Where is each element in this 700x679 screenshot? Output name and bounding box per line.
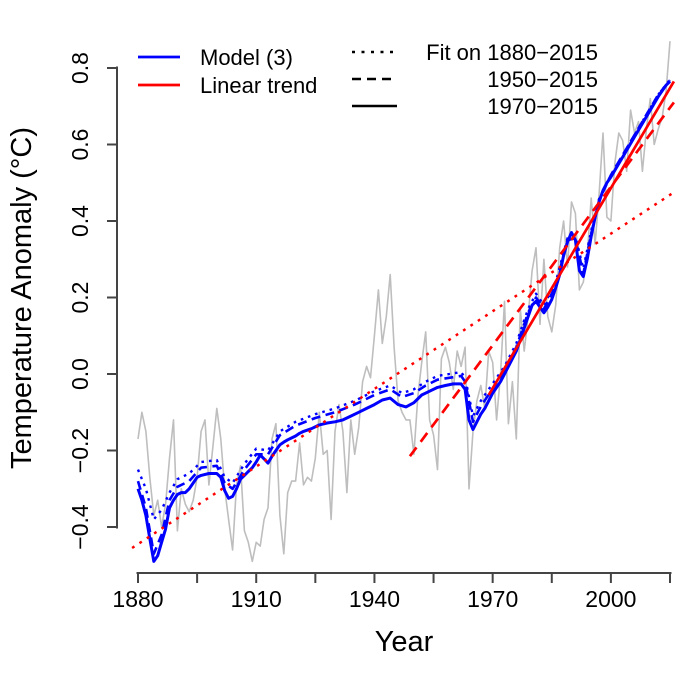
plot-series (131, 41, 676, 563)
series-linear-trend-1880-2015 (131, 191, 675, 550)
series-linear-trend-1970-2015 (487, 80, 676, 396)
x-tick-label: 2000 (585, 586, 636, 612)
legend-fit-1970-label: 1970−2015 (487, 94, 598, 119)
legend-model-label: Model (3) (200, 45, 293, 70)
legend-fit-1950-label: 1950−2015 (487, 67, 598, 92)
y-tick-label: 0.6 (67, 129, 93, 161)
legend-fit-1880-label: Fit on 1880−2015 (426, 40, 598, 65)
series-model-fit-1880-2015 (136, 78, 671, 521)
legend-series-block: Model (3) Linear trend (138, 45, 317, 98)
legend-fit-block: Fit on 1880−2015 1950−2015 1970−2015 (352, 40, 598, 119)
y-tick-label: 0.2 (67, 282, 93, 314)
x-axis-title: Year (375, 626, 434, 658)
y-tick-label: −0.4 (67, 504, 93, 550)
y-axis: 0.8 0.6 0.4 0.2 0.0 −0.2 −0.4 (67, 52, 118, 550)
legend-trend-label: Linear trend (200, 73, 317, 98)
x-tick-label: 1910 (231, 586, 282, 612)
x-axis: 1880 1910 1940 1970 2000 (112, 572, 672, 612)
x-tick-label: 1880 (112, 586, 163, 612)
series-model-fit-1970-2015 (136, 80, 672, 563)
y-tick-label: −0.2 (67, 428, 93, 473)
x-tick-label: 1970 (467, 586, 518, 612)
y-tick-label: 0.4 (67, 205, 93, 237)
series-observed-annual-anomaly (137, 41, 671, 563)
y-axis-title: Temperature Anomaly (°C) (6, 127, 38, 469)
y-tick-label: 0.0 (67, 358, 93, 390)
series-model-fit-1950-2015 (136, 79, 672, 556)
x-tick-label: 1940 (349, 586, 400, 612)
series-linear-trend-1950-2015 (408, 101, 675, 458)
y-tick-label: 0.8 (67, 52, 93, 84)
